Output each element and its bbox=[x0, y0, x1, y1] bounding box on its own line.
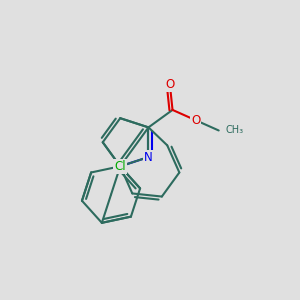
Text: N: N bbox=[116, 160, 124, 173]
Text: N: N bbox=[144, 151, 153, 164]
Text: O: O bbox=[191, 114, 200, 127]
Text: O: O bbox=[165, 78, 175, 91]
Text: CH₃: CH₃ bbox=[225, 125, 243, 136]
Text: Cl: Cl bbox=[114, 160, 126, 173]
